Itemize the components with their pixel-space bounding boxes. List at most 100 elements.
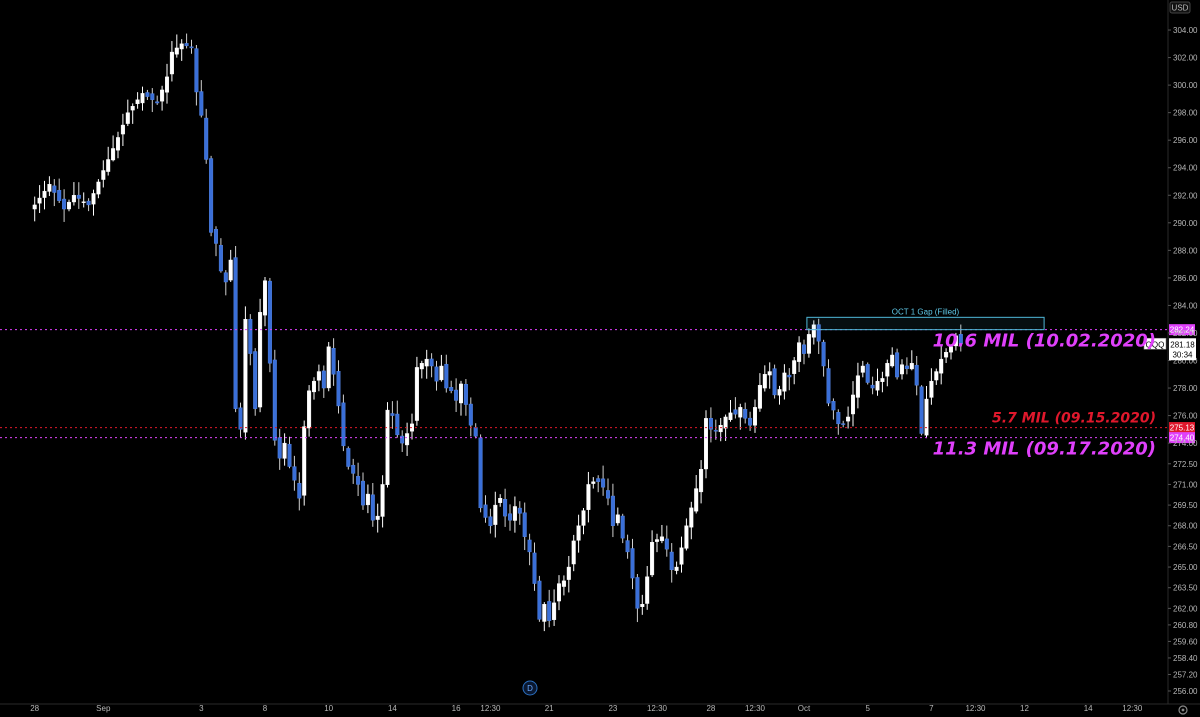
candle (307, 385, 312, 437)
candle (164, 63, 169, 104)
y-tick-label: 265.00 (1173, 563, 1198, 572)
interval-marker[interactable]: D (522, 680, 538, 696)
candle (223, 270, 228, 296)
y-tick-label: 304.00 (1173, 26, 1198, 35)
x-tick-label: 23 (608, 704, 617, 713)
price-badge: 282.24 (1169, 324, 1195, 336)
x-tick-label: 28 (706, 704, 715, 713)
candle (57, 178, 62, 203)
candle (684, 518, 689, 551)
candle (459, 380, 464, 416)
candle (414, 356, 419, 426)
gap-box: OCT 1 Gap (Filled) (806, 307, 1045, 331)
price-badge: 275.13 (1169, 422, 1195, 434)
settings-gear-icon[interactable] (1178, 705, 1188, 715)
candle (478, 434, 483, 513)
candle (811, 320, 816, 345)
x-tick-label: 12 (1020, 704, 1029, 713)
x-tick-label: 16 (452, 704, 461, 713)
x-tick-label: 28 (30, 704, 39, 713)
candle (32, 196, 37, 222)
candle (71, 182, 76, 206)
candle (576, 514, 581, 553)
candle (508, 504, 513, 531)
candle (169, 41, 174, 82)
candle (561, 575, 566, 596)
y-tick-label: 282.00 (1173, 329, 1198, 338)
x-tick-label: 12:30 (965, 704, 986, 713)
candle (155, 95, 160, 105)
candle (150, 88, 155, 113)
svg-text:QQQ: QQQ (1146, 340, 1165, 349)
y-tick-label: 294.00 (1173, 164, 1198, 173)
y-tick-label: 276.00 (1173, 412, 1198, 421)
candle (610, 483, 615, 538)
y-tick-label: 268.00 (1173, 522, 1198, 531)
candle (272, 349, 277, 446)
candle (370, 483, 375, 527)
x-tick-label: 7 (929, 704, 934, 713)
candle (841, 420, 846, 428)
time-axis[interactable]: 28 Sep 3 8 10 14 16 12:30 21 23 12:30 28 12:30 Oct 5 7 1… (0, 703, 1200, 713)
candle (890, 347, 895, 368)
candle (517, 501, 522, 525)
candle (532, 542, 537, 591)
candle (62, 189, 67, 222)
candle (767, 362, 772, 389)
currency-corner: USD (1169, 1, 1191, 14)
candle (630, 538, 635, 590)
candle (86, 198, 91, 212)
candle (826, 359, 831, 407)
y-tick-label: 286.00 (1173, 274, 1198, 283)
candle (194, 45, 199, 106)
y-tick-label: 271.00 (1173, 480, 1198, 489)
candle (282, 433, 287, 466)
candle (615, 507, 620, 526)
x-tick-label: 14 (1084, 704, 1093, 713)
candle (777, 385, 782, 405)
candle (390, 401, 395, 429)
y-tick-label: 258.40 (1173, 654, 1198, 663)
candle (218, 238, 223, 273)
candle (772, 364, 777, 399)
candle (694, 475, 699, 514)
gap-rectangle[interactable] (806, 316, 1045, 331)
candle (341, 394, 346, 452)
y-tick-label: 298.00 (1173, 109, 1198, 118)
candle (503, 488, 508, 527)
candle (797, 336, 802, 373)
candle (851, 381, 856, 427)
candle (664, 525, 669, 557)
candle (439, 354, 444, 382)
y-tick-label: 278.00 (1173, 384, 1198, 393)
x-tick-label: 12:30 (1122, 704, 1143, 713)
y-tick-label: 288.00 (1173, 246, 1198, 255)
candle (292, 455, 297, 491)
y-tick-label: 272.50 (1173, 460, 1198, 469)
candle (904, 357, 909, 375)
candle (860, 360, 865, 378)
candle (522, 502, 527, 551)
candle (846, 406, 851, 429)
candle (410, 413, 415, 440)
candle (704, 410, 709, 479)
candle (449, 380, 454, 394)
candle (757, 373, 762, 412)
candle (361, 472, 366, 510)
candle (52, 179, 57, 207)
candle (468, 397, 473, 437)
candle (434, 360, 439, 391)
y-tick-label: 274.00 (1173, 439, 1198, 448)
candle (429, 353, 434, 378)
candle (953, 332, 958, 351)
candle (728, 399, 733, 422)
candle (277, 428, 282, 470)
candle (365, 484, 370, 514)
candle (189, 39, 194, 54)
candle (444, 354, 449, 393)
candle (248, 314, 253, 366)
candle (806, 328, 811, 358)
candle (111, 135, 116, 162)
